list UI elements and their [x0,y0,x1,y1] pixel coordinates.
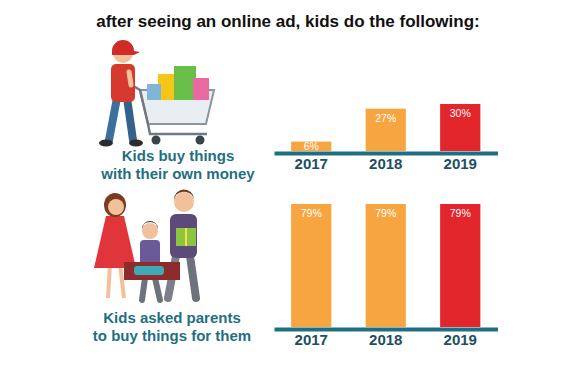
bar [440,204,480,327]
data-label: 79% [375,207,396,219]
chart: 2017 2018 2019 6% 27% 30% [275,104,499,172]
tick-label: 2019 [444,331,477,348]
shoe [99,140,113,147]
bars [291,104,480,151]
dress [94,216,136,268]
cart-wheel [152,136,161,145]
tick: 2017 [295,329,328,348]
shirt [111,64,135,102]
data-label: 6% [304,140,319,152]
infographic: after seeing an online ad, kids do the f… [0,0,576,372]
toy-car [134,266,164,275]
shopper-illustration [99,40,214,147]
page-title: after seeing an online ad, kids do the f… [96,12,479,31]
ribbon [185,228,187,246]
bag [193,78,209,100]
x-axis: 2017 2018 2019 [275,153,499,172]
x-axis: 2017 2018 2019 [275,329,499,348]
shoe [129,140,143,147]
head [108,199,124,215]
hair [142,221,158,229]
bar [440,104,480,151]
data-label: 30% [450,107,471,119]
gift [176,228,196,246]
hair [104,193,126,217]
cap [112,40,140,55]
family-illustration [94,189,197,300]
tick-label: 2019 [444,155,477,172]
hair [174,189,194,200]
tick: 2019 [444,153,477,172]
bag [174,66,196,100]
data-label: 27% [375,112,396,124]
toy-box [124,262,180,280]
data-label: 79% [301,207,322,219]
data-labels: 79% 79% 79% [301,207,471,219]
chart-caption: Kids buy things with their own money [68,147,288,183]
leg [108,264,110,298]
tick: 2018 [369,153,402,172]
tick: 2019 [444,329,477,348]
leg [155,278,160,300]
page: after seeing an online ad, kids do the f… [0,0,576,372]
data-label: 79% [450,207,471,219]
tick-label: 2017 [295,331,328,348]
shirt [170,214,197,258]
cart-wheel [196,136,205,145]
chart: 2017 2018 2019 79% 79% 79% [275,204,499,348]
tick-label: 2018 [369,155,402,172]
head [174,192,194,212]
head [142,223,158,239]
tick: 2017 [295,153,328,172]
bar [366,204,406,327]
tick: 2018 [369,329,402,348]
arm [129,72,131,85]
bag [147,84,161,100]
tick-label: 2017 [295,155,328,172]
leg [109,98,117,140]
leg [190,256,196,298]
bar [366,109,406,151]
cart-frame [130,84,207,134]
leg [120,264,124,298]
tick-label: 2018 [369,331,402,348]
leg [127,98,133,140]
leg [142,278,145,300]
chart-caption: Kids asked parents to buy things for the… [62,309,282,345]
bar [291,204,331,327]
bars [291,204,480,327]
data-labels: 6% 27% 30% [304,107,471,152]
